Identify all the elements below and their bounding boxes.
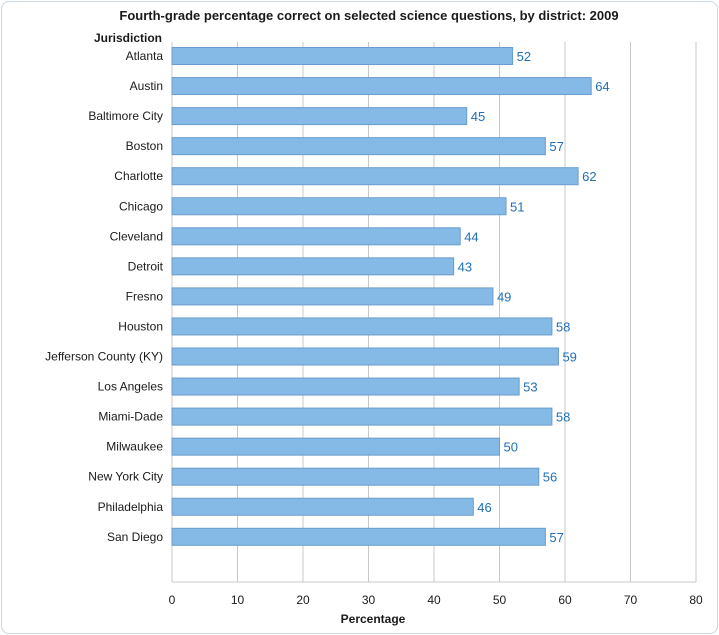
category-label: Austin [130,79,163,93]
x-tick-label: 70 [624,593,638,607]
x-tick-label: 30 [362,593,376,607]
x-tick-label: 0 [169,593,176,607]
labels: 0 10 20 30 40 50 60 70 80 Atlanta 52 Austin 64 Baltim… [45,49,703,607]
x-tick-label: 60 [558,593,572,607]
value-label: 57 [549,139,563,154]
category-label: Milwaukee [106,440,163,454]
x-tick-label: 20 [296,593,310,607]
x-tick-label: 40 [427,593,441,607]
category-label: Baltimore City [88,109,163,123]
bar [171,437,500,456]
bar [171,227,461,246]
category-label: Philadelphia [98,500,164,514]
bar [171,107,468,126]
bar [171,167,579,186]
value-label: 64 [595,79,609,94]
value-label: 58 [556,410,570,425]
value-label: 57 [549,530,563,545]
value-label: 43 [458,259,472,274]
bar [171,287,494,306]
bar [171,407,553,426]
value-label: 58 [556,319,570,334]
x-tick-label: 50 [493,593,507,607]
value-label: 45 [471,109,485,124]
category-label: Atlanta [126,49,164,63]
bar [171,347,559,366]
category-label: New York City [88,470,163,484]
category-label: Houston [118,319,163,333]
value-label: 56 [543,470,557,485]
bar [171,497,474,516]
bars [171,47,592,546]
value-label: 44 [464,229,478,244]
category-label: Detroit [128,259,164,273]
bar [171,377,520,396]
bar [171,527,546,546]
gridlines [171,42,697,583]
bar [171,77,592,96]
category-label: Los Angeles [98,380,163,394]
category-label: Miami-Dade [98,410,163,424]
x-tick-label: 10 [231,593,245,607]
bar [171,197,507,216]
category-label: Jefferson County (KY) [45,350,163,364]
category-label: Fresno [126,289,164,303]
value-label: 49 [497,289,511,304]
value-label: 59 [562,350,576,365]
bar [171,47,514,65]
category-label: Charlotte [114,169,163,183]
category-label: Boston [126,139,163,153]
value-label: 62 [582,169,596,184]
bar [171,257,455,276]
value-label: 50 [504,440,518,455]
value-label: 51 [510,199,524,214]
value-label: 53 [523,380,537,395]
value-label: 46 [477,500,491,515]
bar [171,467,540,486]
bar [171,137,546,156]
category-label: Cleveland [110,229,163,243]
category-label: Chicago [119,199,163,213]
category-label: San Diego [107,530,163,544]
x-axis-title: Percentage [341,612,406,626]
chart-title: Fourth-grade percentage correct on selec… [119,8,618,23]
y-axis-title: Jurisdiction [94,31,162,45]
x-tick-label: 80 [689,593,703,607]
bar [171,317,553,336]
value-label: 52 [517,49,531,64]
